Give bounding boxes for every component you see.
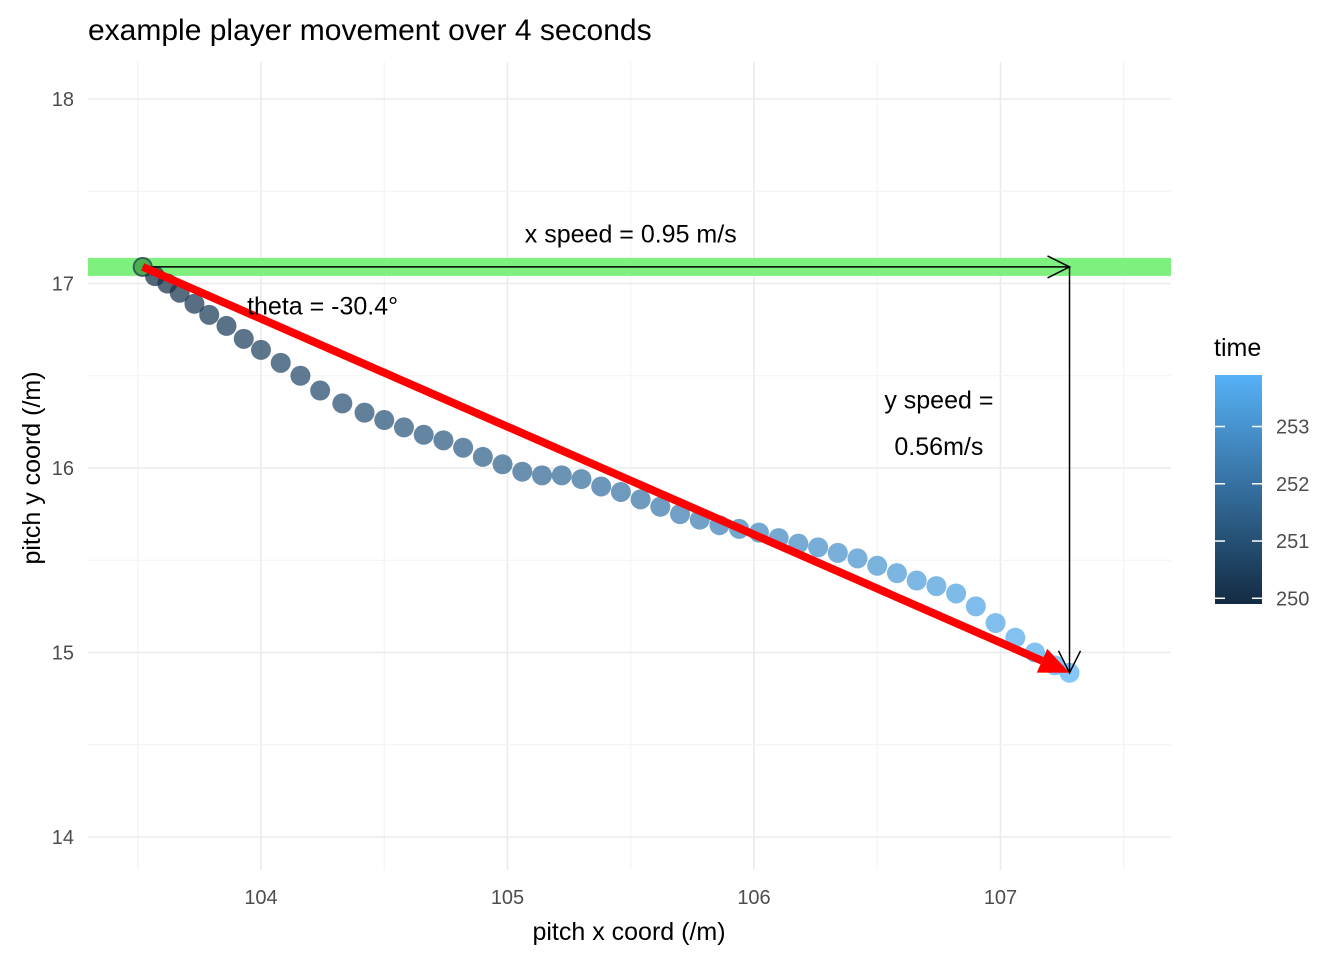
path-point — [270, 352, 291, 373]
path-point — [472, 446, 493, 467]
path-point — [290, 365, 311, 386]
path-point — [310, 380, 331, 401]
path-point — [433, 430, 454, 451]
path-point — [650, 496, 671, 517]
path-point — [985, 612, 1006, 633]
path-point — [374, 410, 395, 431]
annotation-y-speed-line1: y speed = — [884, 387, 993, 415]
y-tick-label: 17 — [52, 274, 74, 296]
path-point — [847, 548, 868, 569]
chart-title: example player movement over 4 seconds — [88, 14, 652, 47]
annotation-y-speed-line2: 0.56m/s — [894, 433, 983, 461]
y-tick-label: 18 — [52, 89, 74, 111]
legend-label: 253 — [1276, 417, 1309, 439]
y-tick-label: 15 — [52, 643, 74, 665]
path-point — [926, 576, 947, 597]
grid-lines — [88, 62, 1171, 870]
path-point — [906, 570, 927, 591]
path-point — [453, 437, 474, 458]
x-tick-label: 104 — [244, 887, 277, 909]
path-point — [354, 402, 375, 423]
path-point — [965, 596, 986, 617]
annotation-layer: x speed = 0.95 m/s theta = -30.4° y speed … — [247, 221, 993, 461]
y-tick-labels: 14 15 16 17 18 — [52, 89, 74, 849]
x-tick-label: 106 — [737, 887, 770, 909]
direction-arrow — [141, 263, 1044, 665]
path-point — [332, 393, 353, 414]
path-point — [827, 542, 848, 563]
arrow-layer — [141, 255, 1082, 675]
path-point — [630, 489, 651, 510]
x-tick-label: 105 — [491, 887, 524, 909]
legend: time 250 251 252 253 — [1214, 334, 1309, 610]
y-tick-label: 16 — [52, 458, 74, 480]
path-point — [532, 465, 553, 486]
legend-label: 252 — [1276, 474, 1309, 496]
legend-ticks: 250 251 252 253 — [1215, 417, 1309, 610]
legend-colorbar — [1215, 375, 1262, 604]
y-tick-label: 14 — [52, 827, 74, 849]
legend-title: time — [1214, 334, 1261, 362]
path-point — [492, 454, 513, 475]
path-point — [251, 339, 271, 360]
path-point — [199, 304, 220, 325]
annotation-x-speed: x speed = 0.95 m/s — [525, 221, 737, 249]
path-point — [591, 476, 612, 497]
path-point — [886, 563, 907, 584]
y-axis-title: pitch y coord (/m) — [18, 371, 46, 564]
path-point — [216, 315, 237, 336]
path-point — [946, 583, 967, 604]
path-point — [393, 417, 414, 438]
x-tick-labels: 104 105 106 107 — [244, 887, 1017, 909]
legend-label: 251 — [1276, 531, 1309, 553]
path-point — [867, 555, 888, 576]
path-point — [808, 537, 829, 558]
x-tick-label: 107 — [984, 887, 1017, 909]
path-point — [184, 293, 205, 314]
annotation-theta: theta = -30.4° — [247, 293, 398, 321]
path-point — [551, 465, 572, 486]
direction-arrow-head — [1036, 648, 1070, 673]
path-point — [512, 461, 533, 482]
path-point — [233, 328, 254, 349]
path-point — [610, 481, 631, 502]
path-point — [571, 469, 592, 490]
legend-label: 250 — [1276, 588, 1309, 610]
path-point — [670, 504, 691, 525]
x-axis-title: pitch x coord (/m) — [532, 918, 725, 946]
path-point — [413, 424, 434, 445]
